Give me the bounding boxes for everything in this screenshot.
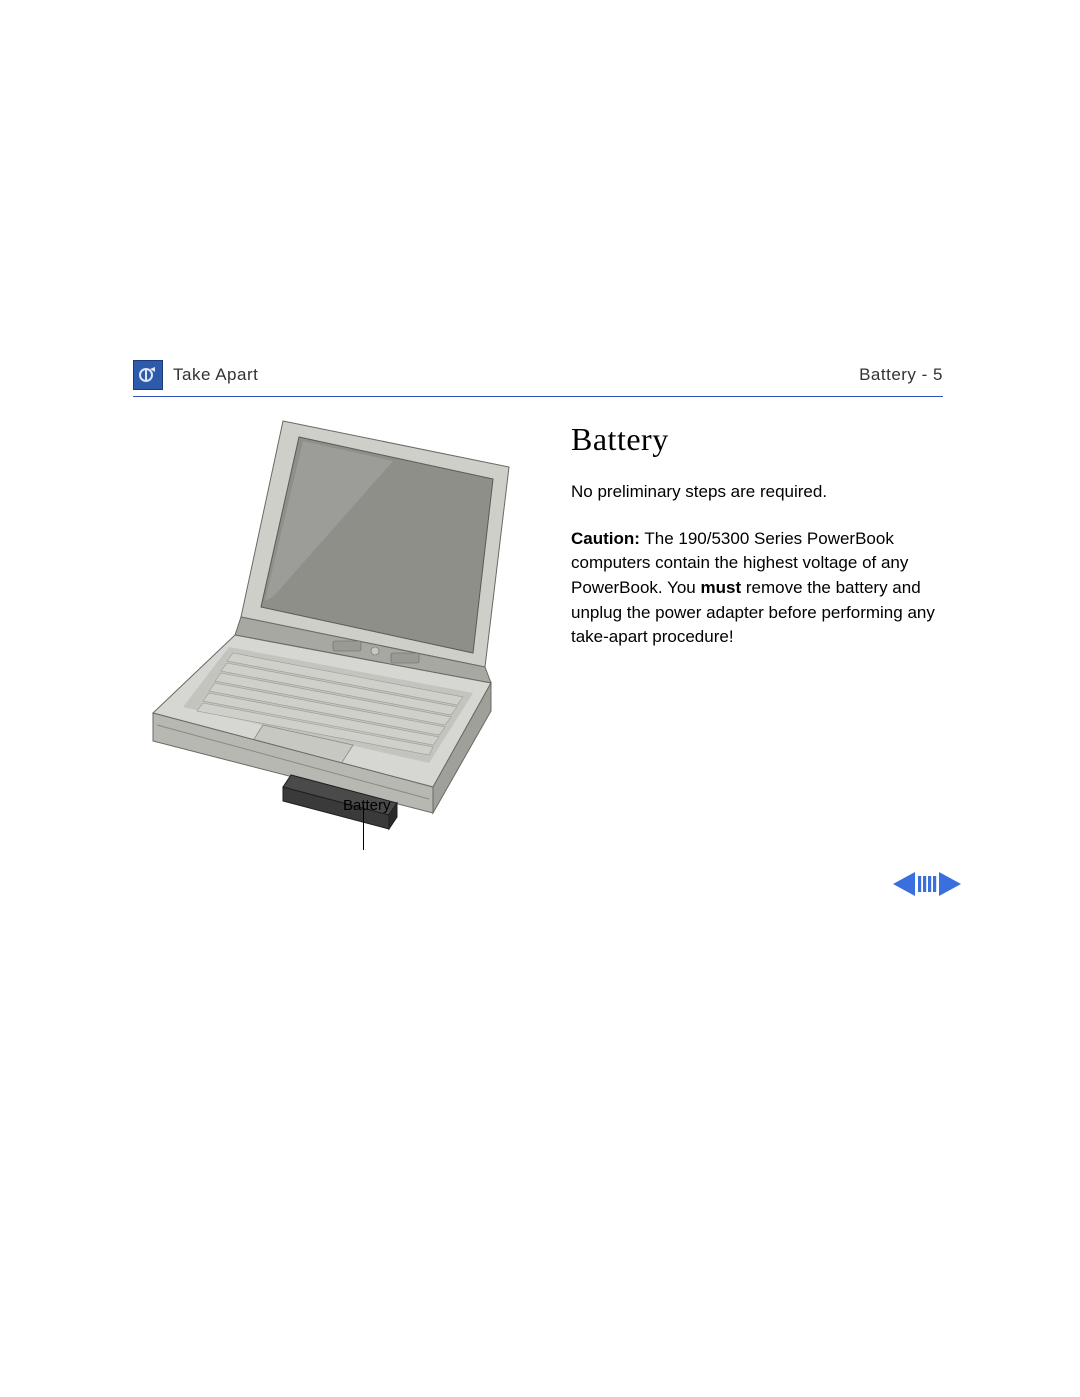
figure-caption: Battery bbox=[343, 797, 391, 814]
next-page-button[interactable] bbox=[939, 872, 961, 896]
document-page: Take Apart Battery - 5 bbox=[133, 360, 943, 835]
content-area: Battery Battery No preliminary steps are… bbox=[133, 415, 943, 835]
nav-bars-icon bbox=[915, 872, 939, 896]
breadcrumb: Take Apart bbox=[173, 365, 859, 385]
prev-page-button[interactable] bbox=[893, 872, 915, 896]
caution-must: must bbox=[700, 578, 741, 597]
caution-label: Caution: bbox=[571, 529, 640, 548]
figure-column: Battery bbox=[133, 415, 543, 835]
section-icon bbox=[133, 360, 163, 390]
laptop-illustration bbox=[133, 415, 543, 835]
text-column: Battery No preliminary steps are require… bbox=[571, 415, 943, 835]
page-title: Battery bbox=[571, 421, 943, 458]
intro-paragraph: No preliminary steps are required. bbox=[571, 480, 943, 505]
page-nav bbox=[893, 872, 961, 896]
page-header: Take Apart Battery - 5 bbox=[133, 360, 943, 390]
page-locator: Battery - 5 bbox=[859, 365, 943, 385]
caution-paragraph: Caution: The 190/5300 Series PowerBook c… bbox=[571, 527, 943, 650]
header-rule bbox=[133, 396, 943, 397]
